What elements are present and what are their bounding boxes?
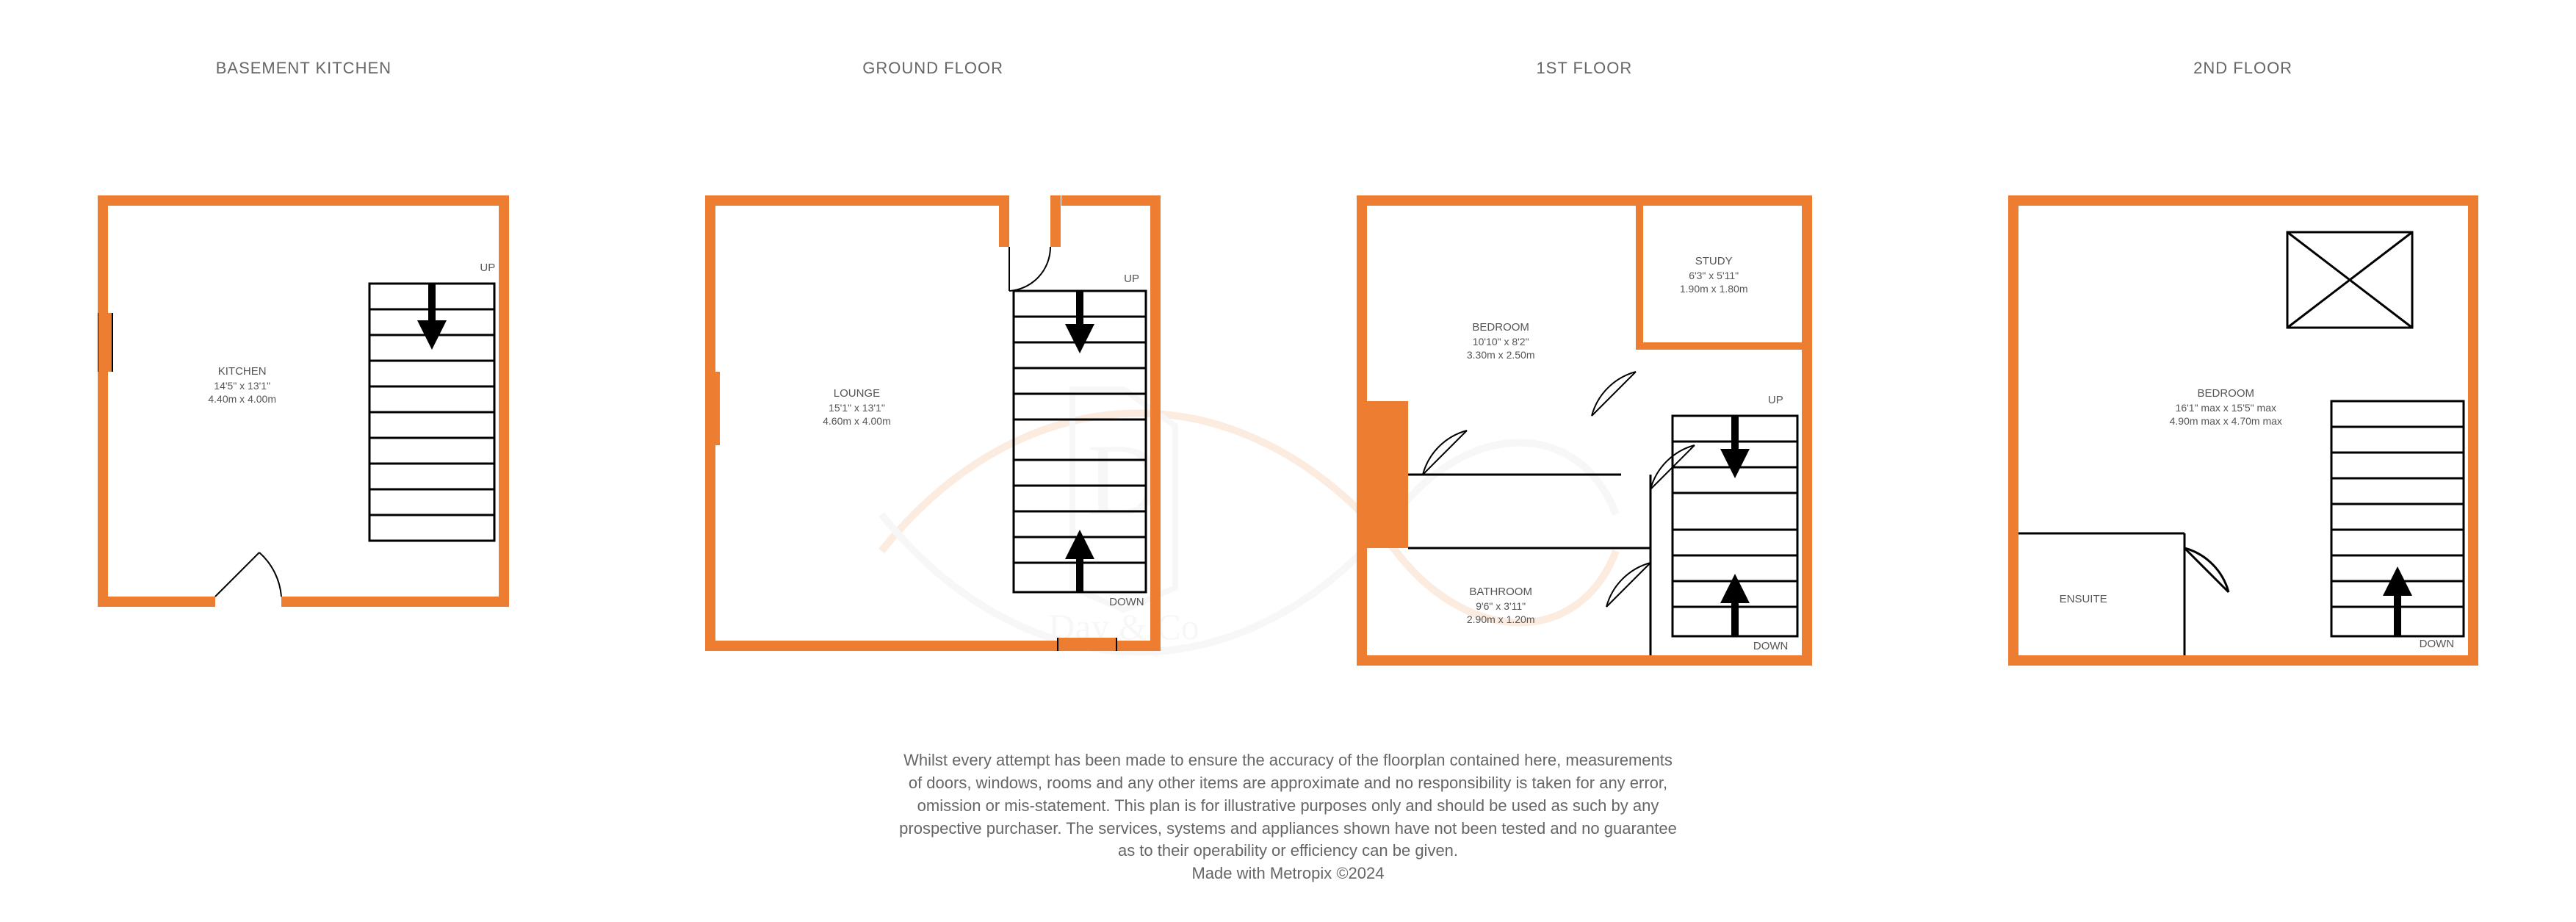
stair-label-up: UP: [1768, 394, 1783, 406]
plan-basement: KITCHEN 14'5" x 13'1" 4.40m x 4.00m UP: [98, 195, 509, 607]
room-label-bedroom1: BEDROOM 10'10" x 8'2" 3.30m x 2.50m: [1467, 320, 1535, 361]
disclaimer-line: as to their operability or efficiency ca…: [0, 840, 2576, 862]
room-label-kitchen: KITCHEN 14'5" x 13'1" 4.40m x 4.00m: [208, 364, 276, 406]
floor-ground: GROUND FLOOR: [705, 59, 1161, 651]
floor-title: GROUND FLOOR: [862, 59, 1003, 78]
room-label-study: STUDY 6'3" x 5'11" 1.90m x 1.80m: [1680, 254, 1748, 295]
stair-label-down: DOWN: [1753, 640, 1789, 652]
floor-title: 2ND FLOOR: [2193, 59, 2292, 78]
room-label-bathroom: BATHROOM 9'6" x 3'11" 2.90m x 1.20m: [1467, 585, 1535, 626]
floor-second: 2ND FLOOR: [2008, 59, 2478, 666]
stair-label-down: DOWN: [2420, 638, 2455, 650]
floor-title: BASEMENT KITCHEN: [216, 59, 392, 78]
disclaimer-line: prospective purchaser. The services, sys…: [0, 818, 2576, 840]
plan-first: BEDROOM 10'10" x 8'2" 3.30m x 2.50m STUD…: [1357, 195, 1812, 666]
disclaimer-line: of doors, windows, rooms and any other i…: [0, 772, 2576, 795]
plan-ground: LOUNGE 15'1" x 13'1" 4.60m x 4.00m UP DO…: [705, 195, 1161, 651]
room-label-bedroom2: BEDROOM 16'1" max x 15'5" max 4.90m max …: [2170, 386, 2282, 428]
disclaimer-line: omission or mis-statement. This plan is …: [0, 795, 2576, 818]
plan-second: BEDROOM 16'1" max x 15'5" max 4.90m max …: [2008, 195, 2478, 666]
room-label-ensuite: ENSUITE: [2060, 592, 2107, 607]
floor-first: 1ST FLOOR: [1357, 59, 1812, 666]
disclaimer-line: Whilst every attempt has been made to en…: [0, 749, 2576, 772]
room-label-lounge: LOUNGE 15'1" x 13'1" 4.60m x 4.00m: [823, 386, 891, 428]
floor-basement: BASEMENT KITCHEN: [98, 59, 509, 607]
floor-title: 1ST FLOOR: [1536, 59, 1632, 78]
stair-label-up: UP: [480, 262, 495, 274]
disclaimer: Whilst every attempt has been made to en…: [0, 749, 2576, 885]
stair-label-down: DOWN: [1109, 596, 1144, 608]
disclaimer-line: Made with Metropix ©2024: [0, 862, 2576, 885]
stair-label-up: UP: [1124, 273, 1139, 285]
floors-container: BASEMENT KITCHEN: [0, 59, 2576, 720]
